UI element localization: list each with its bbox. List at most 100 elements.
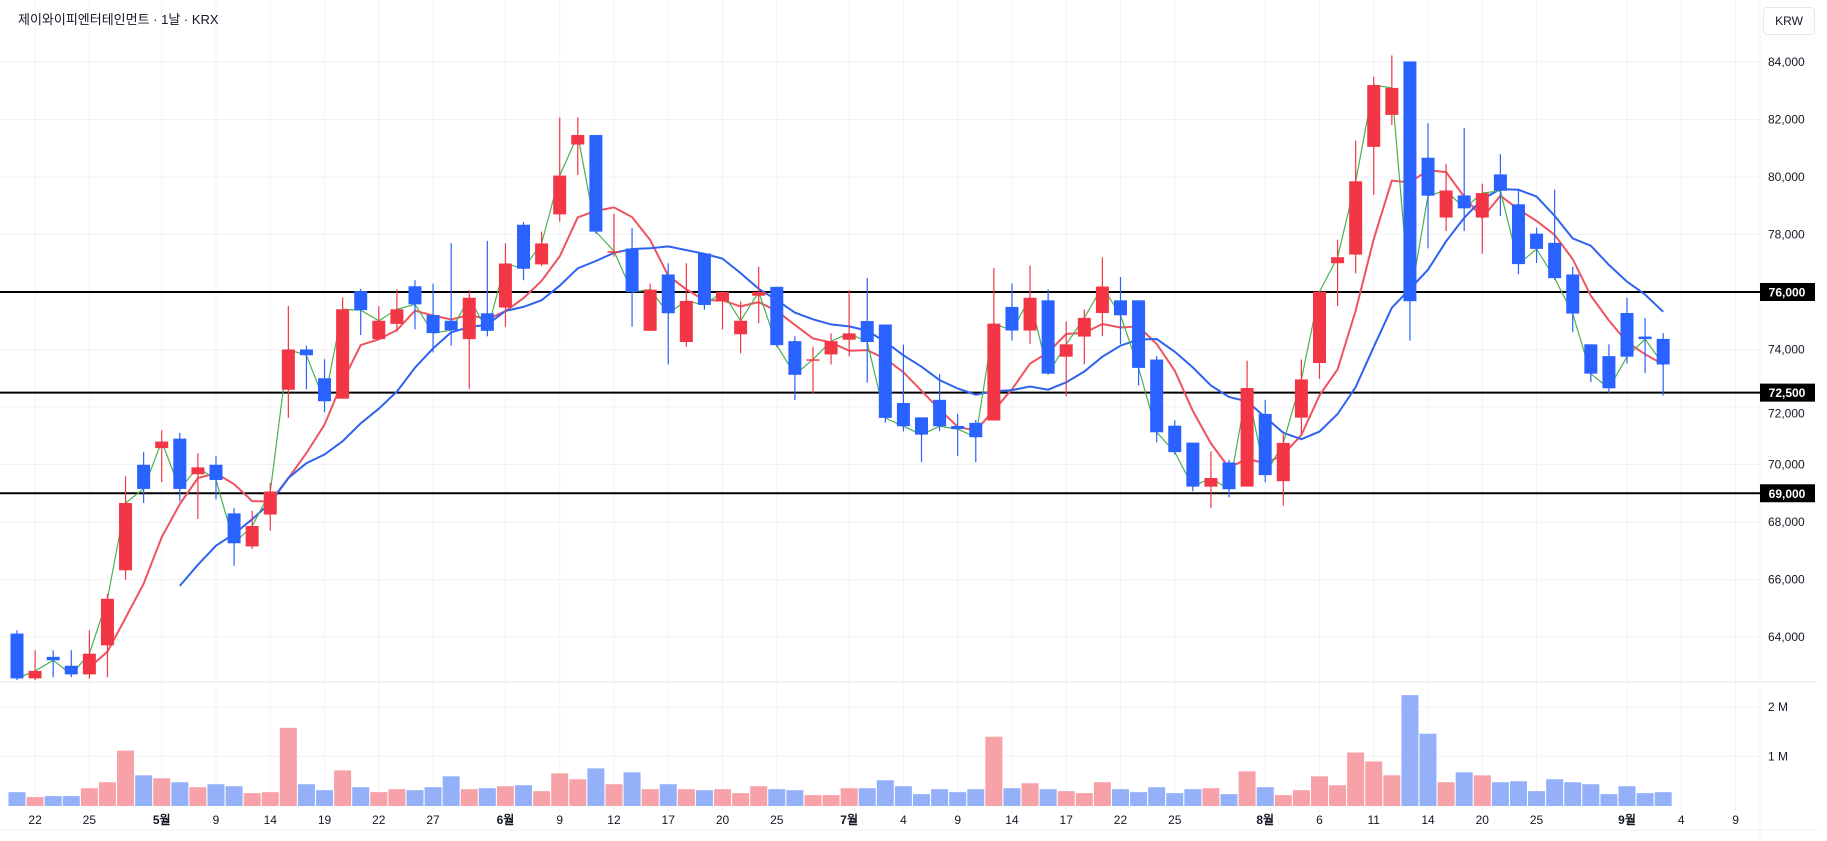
candle[interactable]	[1204, 451, 1218, 509]
candle[interactable]	[227, 508, 241, 566]
candle[interactable]	[553, 117, 567, 222]
time-axis[interactable]: 22 25 5월 9 14 19 22 27 6월 9 12 17 20 25 7월 4 9 14 17 22 25 8월…	[28, 812, 1739, 827]
candle[interactable]	[191, 453, 205, 520]
candle[interactable]	[372, 306, 386, 340]
volume-pane	[8, 695, 1672, 806]
candle[interactable]	[1457, 127, 1471, 232]
candle[interactable]	[82, 630, 96, 679]
candle[interactable]	[878, 324, 892, 423]
candle[interactable]	[1403, 61, 1417, 341]
candle[interactable]	[824, 333, 838, 365]
candle[interactable]	[697, 253, 711, 310]
candle[interactable]	[1041, 289, 1055, 375]
candle[interactable]	[119, 476, 133, 580]
candle[interactable]	[860, 277, 874, 383]
candle[interactable]	[1620, 297, 1634, 364]
candle[interactable]	[1638, 317, 1652, 374]
candle[interactable]	[661, 263, 675, 365]
candle[interactable]	[1511, 190, 1525, 275]
candle[interactable]	[10, 630, 24, 681]
candle[interactable]	[788, 336, 802, 401]
candle[interactable]	[1132, 300, 1146, 386]
candle[interactable]	[1548, 189, 1562, 280]
candle[interactable]	[607, 213, 621, 257]
candle[interactable]	[1385, 55, 1399, 125]
candle[interactable]	[462, 289, 476, 390]
candle[interactable]	[589, 135, 603, 234]
candle[interactable]	[951, 413, 965, 457]
candle[interactable]	[173, 432, 187, 502]
candle[interactable]	[245, 510, 259, 550]
candle[interactable]	[535, 231, 549, 267]
candle[interactable]	[281, 306, 295, 418]
candle[interactable]	[1312, 291, 1326, 379]
candle[interactable]	[806, 346, 820, 394]
candle[interactable]	[1077, 309, 1091, 365]
candle[interactable]	[679, 263, 693, 347]
candle[interactable]	[734, 301, 748, 354]
candle[interactable]	[390, 289, 404, 332]
currency-button[interactable]: KRW	[1763, 7, 1815, 35]
candle[interactable]	[770, 286, 784, 347]
candle[interactable]	[842, 290, 856, 357]
candle[interactable]	[1023, 265, 1037, 345]
candle[interactable]	[1421, 123, 1435, 249]
candle[interactable]	[426, 283, 440, 353]
candle[interactable]	[517, 222, 531, 281]
candle[interactable]	[1349, 140, 1363, 274]
candle[interactable]	[480, 240, 494, 337]
candle[interactable]	[915, 417, 928, 463]
candle[interactable]	[1367, 76, 1381, 195]
candle[interactable]	[1113, 277, 1127, 345]
candle[interactable]	[987, 268, 1001, 421]
candle[interactable]	[1276, 434, 1290, 506]
candle[interactable]	[1439, 163, 1453, 232]
candle[interactable]	[1294, 359, 1308, 435]
candle[interactable]	[643, 283, 657, 331]
candle[interactable]	[1493, 154, 1507, 217]
price-axis[interactable]: 84,000 82,000 80,000 78,000 74,000 72,000 70,0…	[1760, 55, 1815, 764]
candle[interactable]	[1168, 420, 1182, 455]
candle[interactable]	[209, 455, 223, 500]
candle[interactable]	[46, 650, 60, 678]
candle[interactable]	[1095, 257, 1109, 336]
candle[interactable]	[1656, 333, 1670, 396]
candle[interactable]	[1186, 442, 1200, 492]
candle-body	[426, 315, 440, 334]
candle[interactable]	[1584, 344, 1598, 382]
candle[interactable]	[1258, 399, 1272, 483]
candle[interactable]	[571, 117, 585, 175]
candle[interactable]	[64, 650, 78, 678]
x-tick-label: 17	[1060, 813, 1074, 827]
candle[interactable]	[444, 243, 458, 346]
candle[interactable]	[318, 359, 332, 413]
candle[interactable]	[354, 288, 368, 336]
candle[interactable]	[752, 266, 766, 324]
candle[interactable]	[1222, 459, 1236, 498]
candle[interactable]	[100, 593, 114, 678]
candle[interactable]	[933, 373, 947, 432]
candle[interactable]	[137, 452, 151, 504]
candle[interactable]	[1475, 183, 1489, 254]
candle[interactable]	[1331, 239, 1345, 307]
candle[interactable]	[1059, 321, 1073, 397]
candle[interactable]	[1240, 360, 1254, 487]
candle[interactable]	[896, 344, 910, 432]
candle[interactable]	[336, 297, 350, 399]
candle[interactable]	[299, 345, 313, 390]
candle[interactable]	[28, 650, 42, 681]
candle[interactable]	[155, 430, 169, 483]
moving-average-ma5-line	[88, 169, 1664, 669]
candle[interactable]	[498, 243, 512, 327]
candle[interactable]	[1530, 227, 1544, 263]
candle[interactable]	[1602, 344, 1616, 393]
candle[interactable]	[408, 280, 422, 330]
candle[interactable]	[716, 292, 730, 330]
candle[interactable]	[263, 482, 277, 531]
candle[interactable]	[1150, 356, 1164, 443]
candle[interactable]	[1005, 283, 1019, 341]
candle[interactable]	[969, 419, 983, 463]
candle[interactable]	[625, 228, 639, 327]
candle[interactable]	[1566, 266, 1580, 333]
